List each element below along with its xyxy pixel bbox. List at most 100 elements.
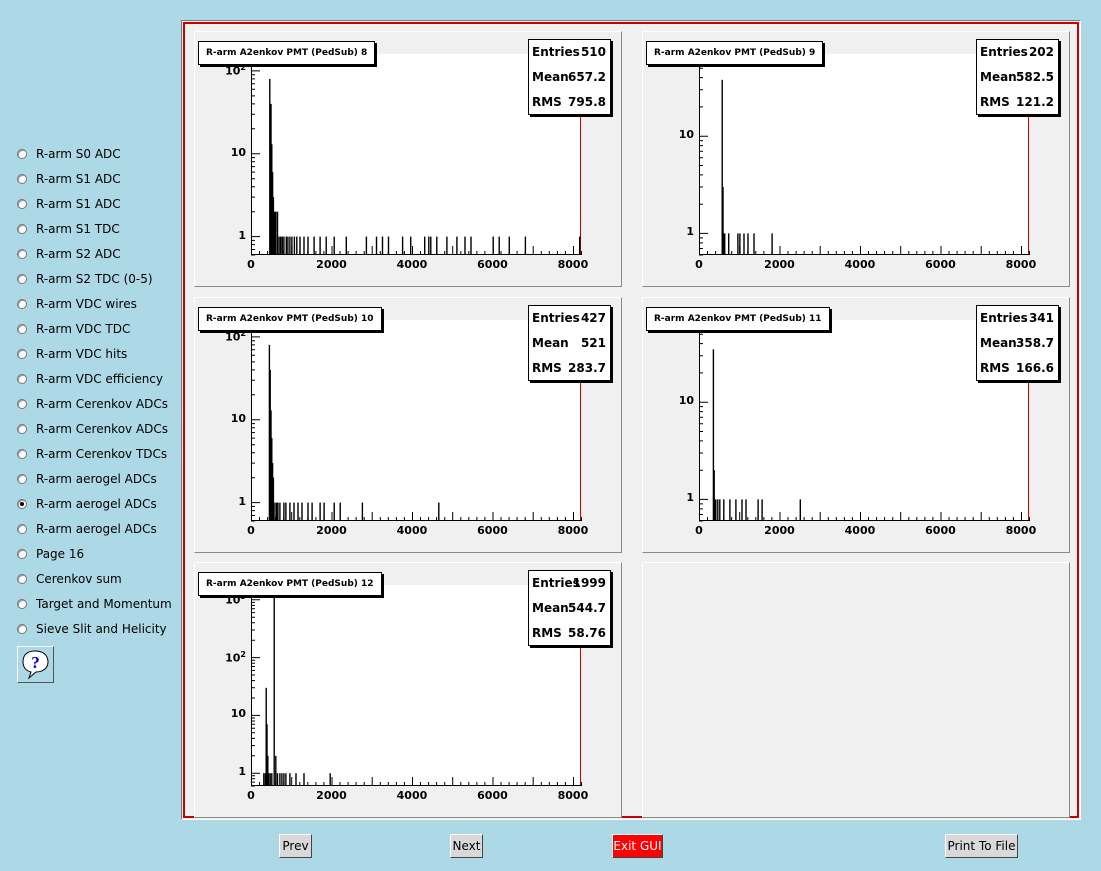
radio-button[interactable]: [17, 299, 27, 309]
radio-item[interactable]: R-arm S2 ADC: [17, 244, 121, 264]
histogram-bin: [713, 470, 715, 521]
histogram-bin: [276, 502, 278, 521]
histogram-bin: [761, 499, 763, 521]
histogram-bin: [424, 236, 426, 255]
histogram-bin: [714, 499, 716, 521]
radio-item[interactable]: R-arm S2 TDC (0-5): [17, 269, 153, 289]
stats-row-rms: RMS 283.7: [529, 356, 610, 381]
radio-button[interactable]: [17, 449, 27, 459]
histogram-bin: [313, 236, 315, 255]
histogram-frame: [251, 320, 582, 522]
histogram-bin: [274, 211, 276, 255]
histogram-bin: [717, 499, 719, 521]
radio-item[interactable]: R-arm S1 TDC: [17, 219, 120, 239]
stats-box: Entries 1999 Mean 544.7 RMS 58.76: [528, 570, 611, 646]
radio-button[interactable]: [17, 274, 27, 284]
next-button[interactable]: Next: [450, 834, 483, 858]
radio-label: R-arm VDC TDC: [36, 322, 131, 336]
y-tick-label: 1: [654, 225, 694, 238]
radio-item[interactable]: R-arm S1 ADC: [17, 169, 121, 189]
radio-item[interactable]: Sieve Slit and Helicity: [17, 619, 167, 639]
radio-item[interactable]: Target and Momentum: [17, 594, 172, 614]
print-to-file-button[interactable]: Print To File: [945, 834, 1018, 858]
radio-label: R-arm VDC wires: [36, 297, 137, 311]
histogram-bin: [277, 502, 279, 521]
histogram-bin: [303, 773, 305, 786]
radio-label: R-arm S1 TDC: [36, 222, 120, 236]
radio-item[interactable]: R-arm S0 ADC: [17, 144, 121, 164]
x-tick-label: 6000: [477, 258, 508, 271]
histogram-bin: [524, 236, 527, 255]
radio-item[interactable]: R-arm Cerenkov ADCs: [17, 394, 168, 414]
radio-item[interactable]: R-arm S1 ADC: [17, 194, 121, 214]
stats-row-rms: RMS 795.8: [529, 90, 610, 115]
histogram-bin: [289, 236, 291, 255]
stats-key: Mean: [532, 70, 569, 84]
radio-label: R-arm aerogel ADCs: [36, 522, 157, 536]
histogram-bin: [273, 211, 275, 255]
help-button[interactable]: ?: [17, 646, 54, 683]
histogram-bin: [271, 438, 273, 521]
stats-key: RMS: [532, 626, 562, 640]
y-axis-ticks: [699, 53, 708, 256]
radio-button[interactable]: [17, 474, 27, 484]
radio-button[interactable]: [17, 324, 27, 334]
prev-button[interactable]: Prev: [279, 834, 312, 858]
radio-label: Page 16: [36, 547, 85, 561]
radio-button[interactable]: [17, 249, 27, 259]
histogram-plot: [251, 54, 582, 256]
radio-item[interactable]: R-arm Cerenkov TDCs: [17, 444, 167, 464]
radio-item[interactable]: R-arm aerogel ADCs: [17, 519, 157, 539]
radio-button[interactable]: [17, 424, 27, 434]
y-tick-exponent: 2: [240, 328, 246, 338]
radio-item[interactable]: R-arm aerogel ADCs: [17, 469, 157, 489]
exit-gui-button[interactable]: Exit GUI: [612, 834, 663, 858]
x-axis-ticks: [251, 512, 582, 521]
histogram-bin: [293, 502, 295, 521]
radio-item[interactable]: Cerenkov sum: [17, 569, 122, 589]
stats-value: 166.6: [1016, 361, 1054, 375]
histogram-frame: [699, 319, 1030, 522]
radio-item[interactable]: R-arm VDC TDC: [17, 319, 130, 339]
histogram-bin: [270, 410, 272, 521]
radio-item[interactable]: Page 16: [17, 544, 84, 564]
radio-button[interactable]: [17, 199, 27, 209]
radio-button[interactable]: [17, 549, 27, 559]
histogram-bin: [739, 233, 741, 255]
radio-button[interactable]: [17, 624, 27, 634]
histogram-bin: [283, 236, 285, 255]
radio-label: R-arm aerogel ADCs: [36, 497, 157, 511]
histogram-bin: [307, 236, 309, 255]
axis-lines: [251, 54, 581, 255]
stats-row-mean: Mean 544.7: [529, 596, 610, 621]
x-axis-ticks: [251, 777, 582, 786]
radio-button[interactable]: [17, 224, 27, 234]
radio-button[interactable]: [17, 174, 27, 184]
stats-value: 427: [580, 311, 606, 325]
radio-button[interactable]: [17, 374, 27, 384]
histogram-bin: [275, 755, 277, 786]
stats-key: Entries: [532, 576, 580, 590]
histogram-bin: [319, 236, 321, 255]
radio-item[interactable]: R-arm VDC efficiency: [17, 369, 163, 389]
radio-button[interactable]: [17, 524, 27, 534]
histogram-bin: [279, 502, 281, 521]
histogram-bin: [275, 211, 277, 255]
stats-value: 657.2: [568, 70, 606, 84]
radio-item[interactable]: R-arm aerogel ADCs: [17, 494, 157, 514]
radio-button[interactable]: [17, 349, 27, 359]
radio-button[interactable]: [17, 499, 27, 509]
radio-button[interactable]: [17, 149, 27, 159]
histogram-bin: [307, 502, 309, 521]
histogram-bin: [470, 236, 472, 255]
radio-button[interactable]: [17, 599, 27, 609]
radio-button[interactable]: [17, 399, 27, 409]
radio-item[interactable]: R-arm VDC hits: [17, 344, 127, 364]
stats-value: 121.2: [1016, 95, 1054, 109]
radio-button[interactable]: [17, 574, 27, 584]
radio-item[interactable]: R-arm Cerenkov ADCs: [17, 419, 168, 439]
histogram-title: R-arm A2enkov PMT (PedSub) 8: [198, 41, 376, 65]
histogram-bin: [325, 236, 327, 255]
histogram-bin: [737, 233, 739, 255]
radio-item[interactable]: R-arm VDC wires: [17, 294, 137, 314]
